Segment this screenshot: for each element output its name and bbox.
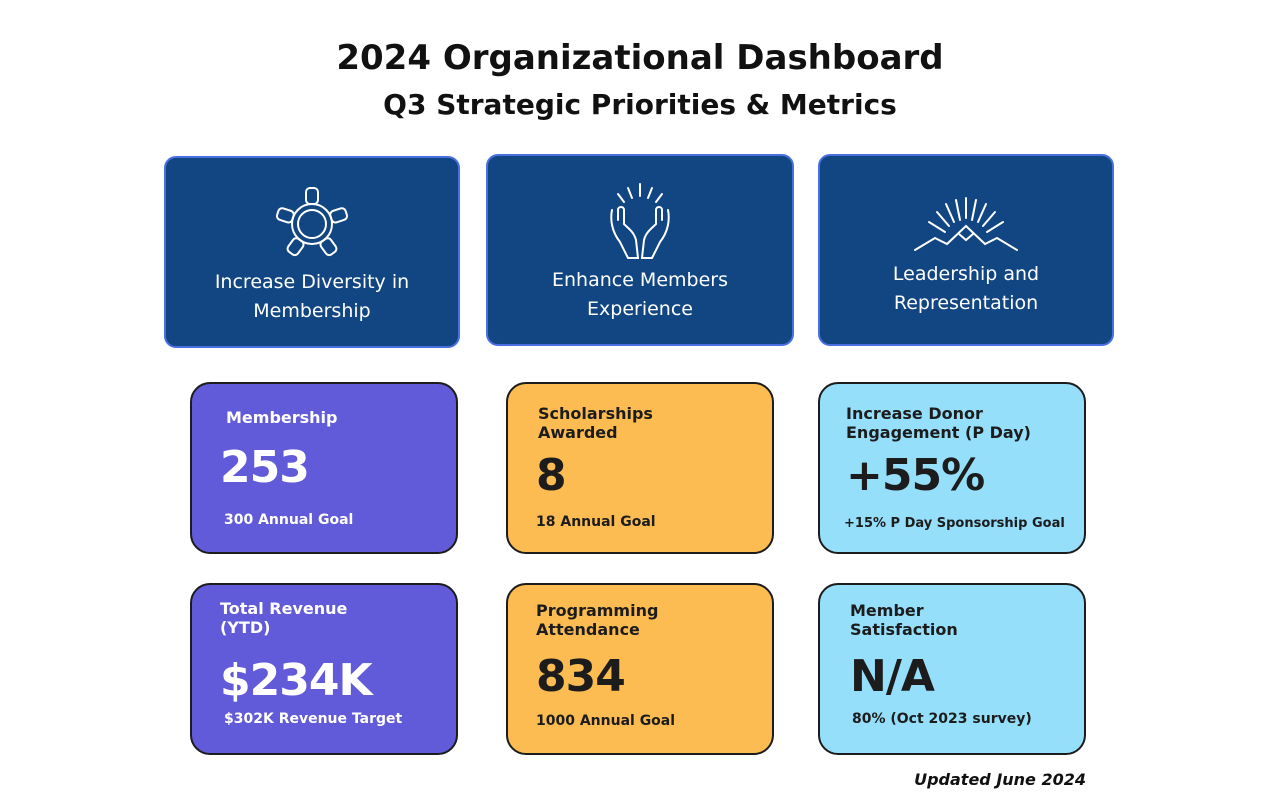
priority-card-diversity: Increase Diversity in Membership (164, 156, 460, 348)
metric-goal: 18 Annual Goal (536, 514, 656, 530)
metric-label: Scholarships Awarded (538, 404, 653, 442)
metric-value: $234K (220, 655, 373, 706)
metric-label: Membership (226, 408, 338, 427)
metric-goal: 300 Annual Goal (224, 512, 354, 528)
metric-goal: 80% (Oct 2023 survey) (852, 711, 1032, 727)
metric-card-programming: Programming Attendance 834 1000 Annual G… (506, 583, 774, 755)
metric-label: Programming Attendance (536, 601, 659, 639)
page-subtitle: Q3 Strategic Priorities & Metrics (383, 88, 897, 121)
priority-card-experience: Enhance Members Experience (486, 154, 794, 346)
metric-label: Member Satisfaction (850, 601, 958, 639)
page-title: 2024 Organizational Dashboard (336, 38, 944, 78)
metric-card-revenue: Total Revenue (YTD) $234K $302K Revenue … (190, 583, 458, 755)
metric-card-donor-engagement: Increase Donor Engagement (P Day) +55% +… (818, 382, 1086, 554)
priority-label-diversity: Increase Diversity in Membership (214, 271, 410, 322)
raised-hands-icon (610, 183, 670, 259)
metric-card-membership: Membership 253 300 Annual Goal (190, 382, 458, 554)
metric-value: +55% (846, 450, 985, 501)
metric-value: 8 (536, 450, 567, 501)
metric-card-scholarships: Scholarships Awarded 8 18 Annual Goal (506, 382, 774, 554)
metric-card-satisfaction: Member Satisfaction N/A 80% (Oct 2023 su… (818, 583, 1086, 755)
metric-goal: $302K Revenue Target (224, 711, 403, 727)
priority-label-leadership: Leadership and Representation (892, 263, 1040, 314)
metric-goal: 1000 Annual Goal (536, 713, 676, 729)
priority-card-leadership: Leadership and Representation (818, 154, 1114, 346)
metric-label: Increase Donor Engagement (P Day) (846, 404, 1031, 442)
hands-circle-icon (275, 187, 349, 257)
updated-note: Updated June 2024 (914, 770, 1086, 789)
metric-value: 253 (220, 442, 310, 493)
metric-value: 834 (536, 651, 626, 702)
metric-value: N/A (850, 651, 935, 702)
metric-goal: +15% P Day Sponsorship Goal (844, 516, 1065, 531)
mountain-sunrise-icon (914, 197, 1018, 251)
priority-label-experience: Enhance Members Experience (551, 269, 728, 320)
metric-label: Total Revenue (YTD) (220, 599, 348, 637)
